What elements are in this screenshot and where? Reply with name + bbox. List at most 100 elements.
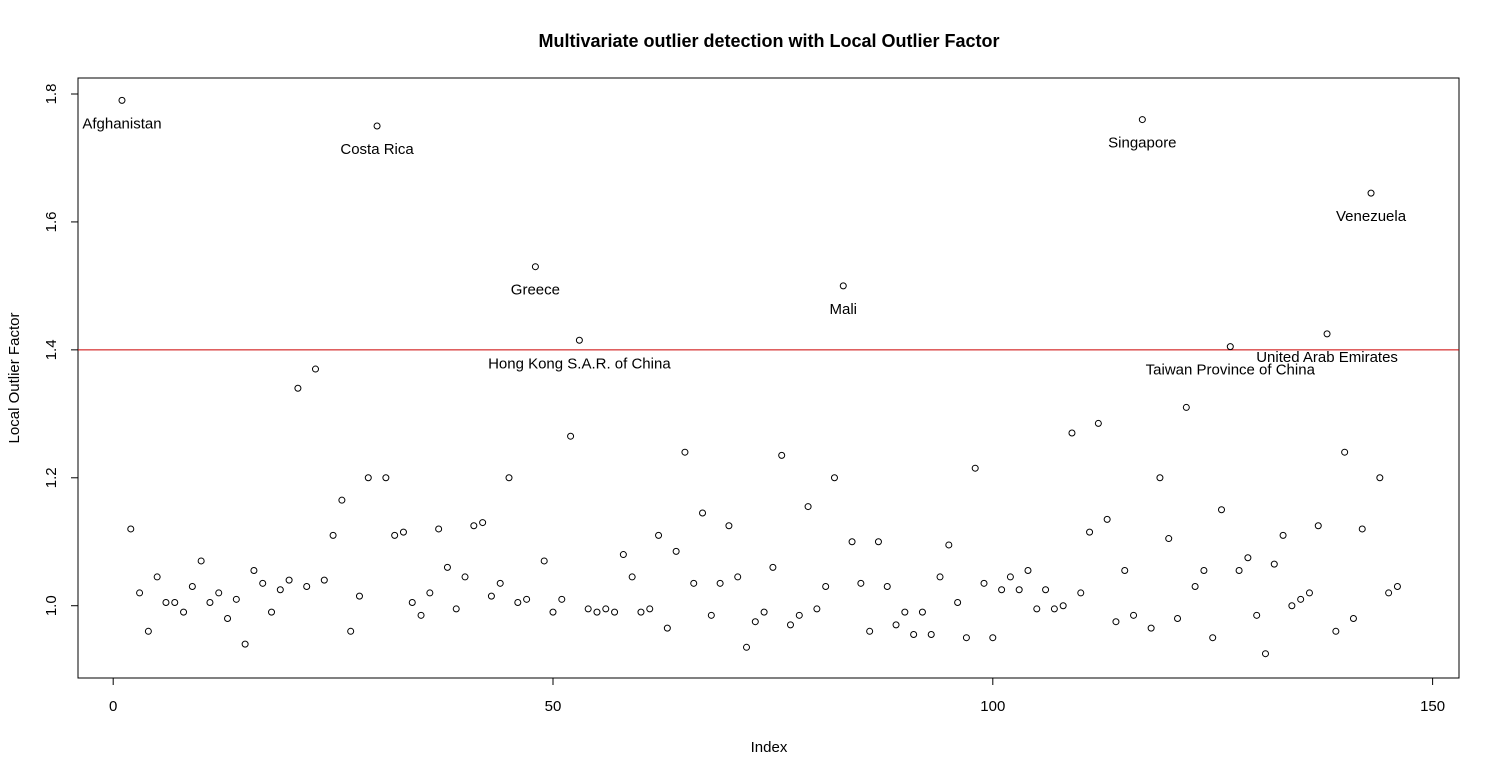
data-point [619,551,627,559]
data-point [250,567,258,575]
data-point [153,573,161,581]
data-point [294,384,302,392]
data-point [461,573,469,581]
data-point [646,605,654,613]
data-point [1261,650,1269,658]
data-point [593,608,601,616]
data-point [136,589,144,597]
data-point [1156,474,1164,482]
y-tick-label: 1.2 [43,467,60,488]
data-point [1314,522,1322,530]
data-point [804,503,812,511]
data-point [716,579,724,587]
data-point [1006,573,1014,581]
data-point [355,592,363,600]
data-point [1094,419,1102,427]
data-point [822,583,830,591]
data-point [268,608,276,616]
data-point [417,611,425,619]
data-point [435,525,443,533]
data-point [224,615,232,623]
point-label: Costa Rica [340,141,414,158]
data-point [197,557,205,565]
data-point [1182,403,1190,411]
data-point [1367,189,1375,197]
data-point [725,522,733,530]
data-point [699,509,707,517]
y-axis: 1.0 1.2 1.4 1.6 1.8 [43,84,78,616]
data-point [611,608,619,616]
data-point [637,608,645,616]
y-tick-label: 1.0 [43,595,60,616]
data-point [1332,627,1340,635]
data-point [311,365,319,373]
data-point [1376,474,1384,482]
data-point [426,589,434,597]
chart-title: Multivariate outlier detection with Loca… [538,31,999,51]
data-point [602,605,610,613]
data-point [980,579,988,587]
data-point [910,631,918,639]
data-point [734,573,742,581]
point-label: Afghanistan [82,115,161,132]
data-point [1024,567,1032,575]
data-point [1033,605,1041,613]
data-point [954,599,962,607]
data-point [1112,618,1120,626]
data-point [549,608,557,616]
data-point [259,579,267,587]
data-point [338,496,346,504]
point-label: United Arab Emirates [1256,349,1398,366]
data-point [663,624,671,632]
data-point [1358,525,1366,533]
data-point [1323,330,1331,338]
data-point [1209,634,1217,642]
data-point [874,538,882,546]
y-tick-label: 1.8 [43,84,60,105]
data-point [655,531,663,539]
data-point [998,586,1006,594]
data-point [707,611,715,619]
data-point [505,474,513,482]
data-point [1121,567,1129,575]
data-point [1349,615,1357,623]
point-label: Hong Kong S.A.R. of China [488,355,671,372]
data-point [760,608,768,616]
y-axis-label: Local Outlier Factor [6,313,23,444]
x-tick-label: 0 [109,698,117,715]
data-point [320,576,328,584]
data-point [1297,595,1305,603]
data-point [813,605,821,613]
data-point [1270,560,1278,568]
data-point [487,592,495,600]
data-point [962,634,970,642]
data-point [399,528,407,536]
data-point [786,621,794,629]
data-point [892,621,900,629]
y-tick-label: 1.6 [43,211,60,232]
data-points [118,96,1401,658]
data-point [285,576,293,584]
data-point [1244,554,1252,562]
data-point [118,96,126,104]
data-point [232,595,240,603]
data-point [1191,583,1199,591]
data-point [1050,605,1058,613]
data-point [839,282,847,290]
data-point [1042,586,1050,594]
data-point [1288,602,1296,610]
data-point [215,589,223,597]
data-point [558,595,566,603]
data-point [391,531,399,539]
data-point [531,263,539,271]
x-tick-label: 50 [545,698,562,715]
data-point [206,599,214,607]
x-tick-label: 150 [1420,698,1445,715]
point-label: Greece [511,282,560,299]
data-point [1305,589,1313,597]
data-point [188,583,196,591]
data-point [514,599,522,607]
data-point [830,474,838,482]
data-point [1086,528,1094,536]
